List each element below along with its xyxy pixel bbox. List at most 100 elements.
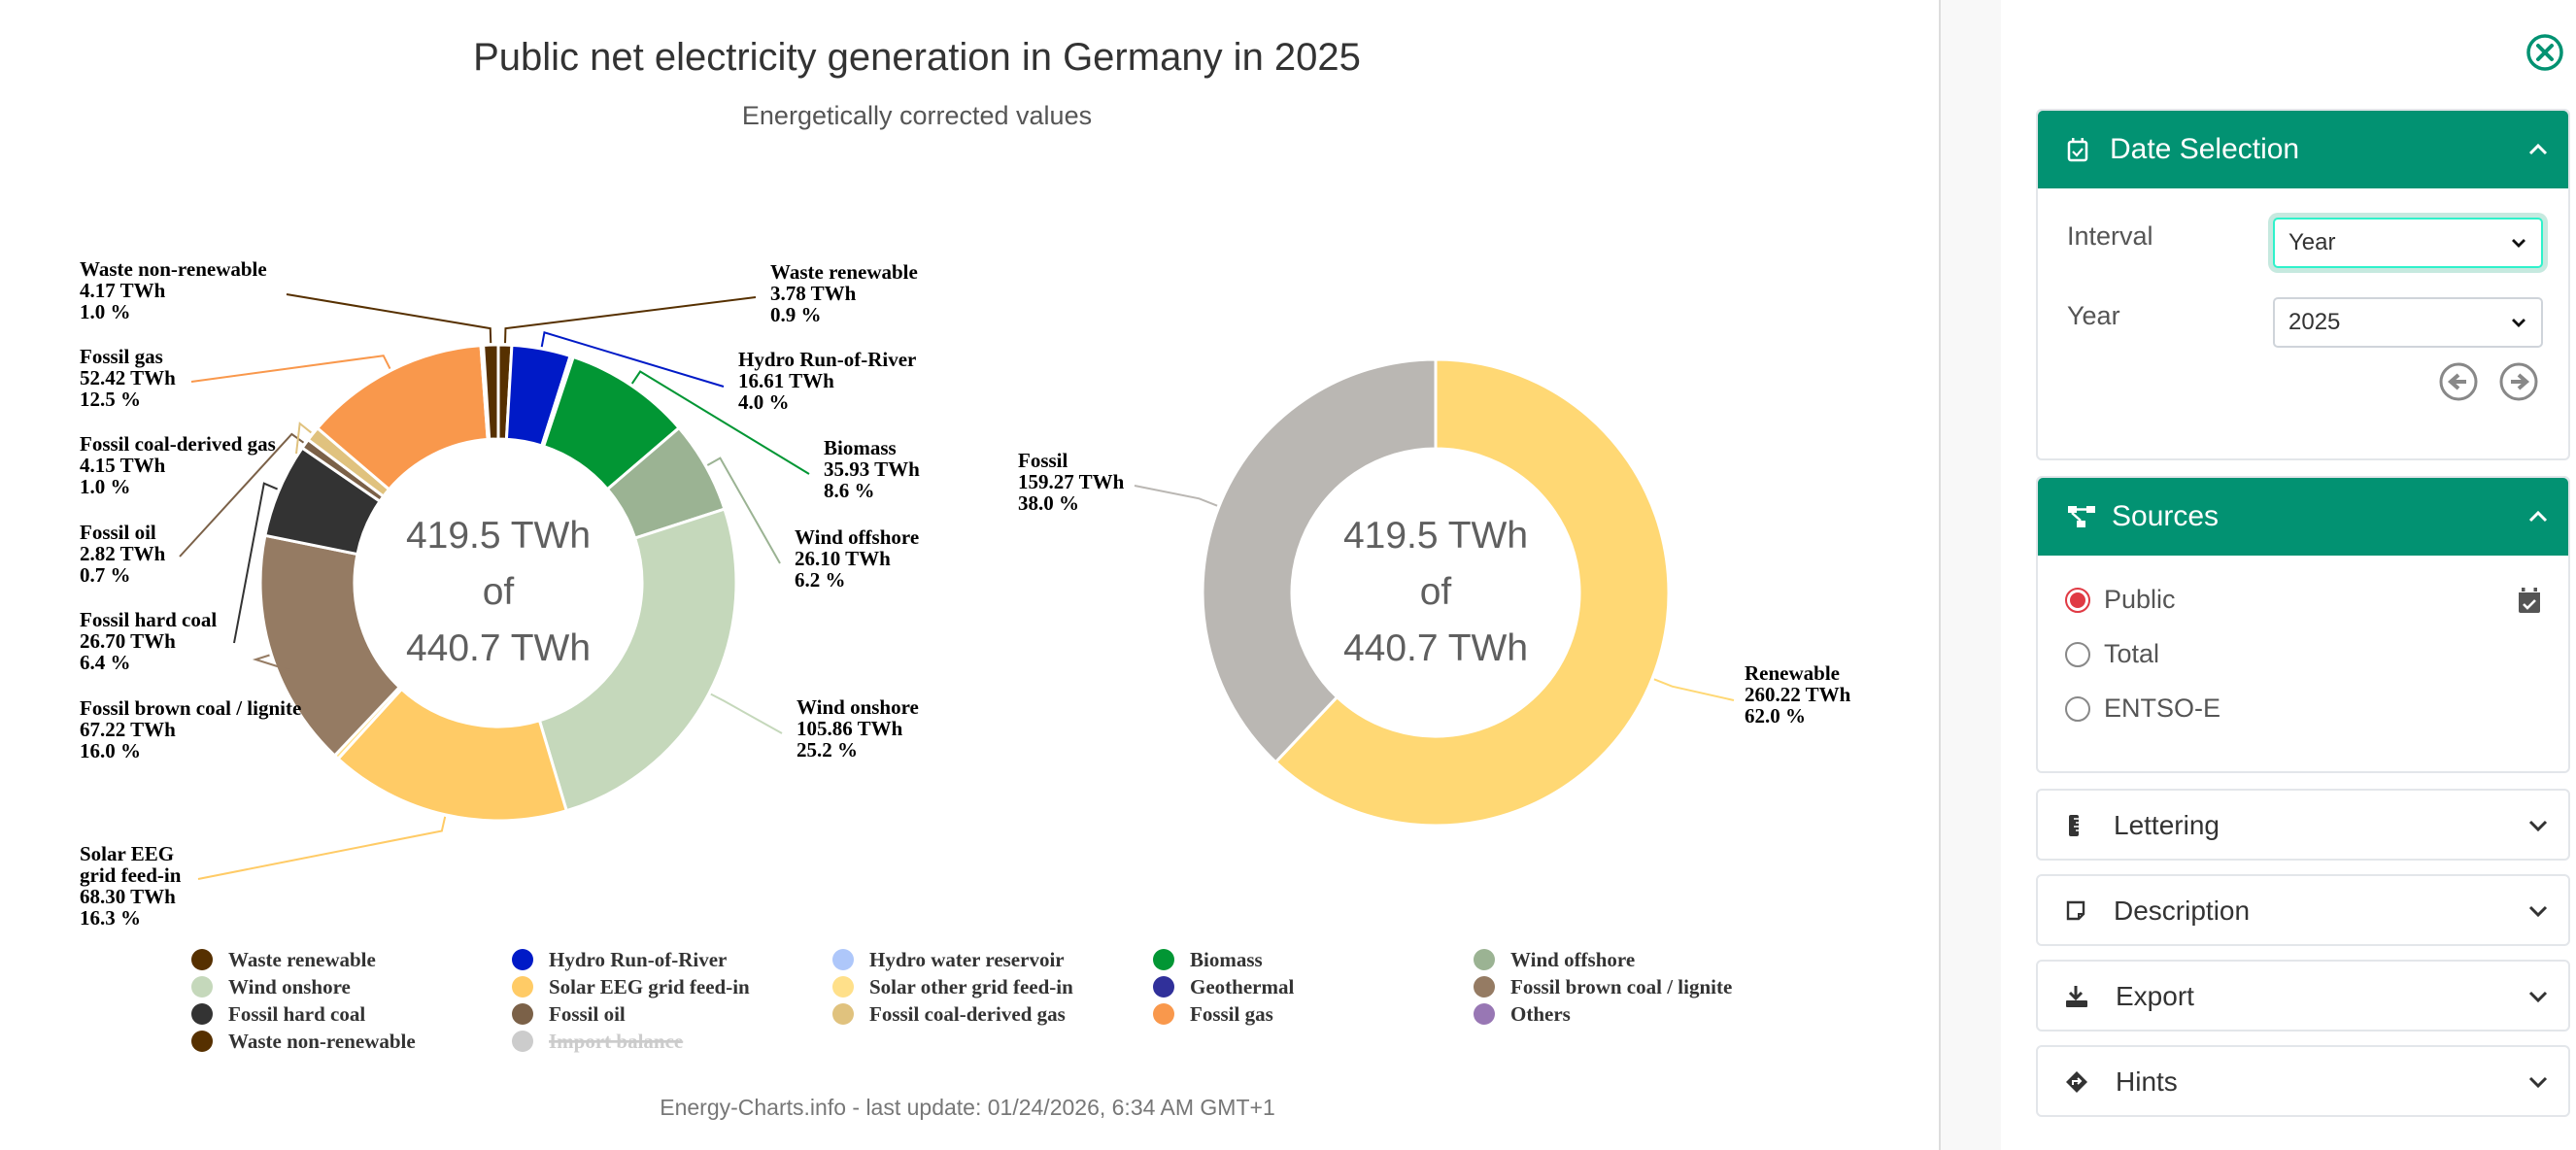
- legend-item-hydro-run-of-river[interactable]: Hydro Run-of-River: [512, 948, 727, 971]
- legend-label: Geothermal: [1190, 975, 1294, 998]
- lettering-header[interactable]: Lettering: [2038, 791, 2568, 861]
- chart-subtitle: Energetically corrected values: [742, 101, 1092, 130]
- radio-entso-e[interactable]: [2065, 695, 2090, 722]
- hints-header[interactable]: Hints: [2038, 1047, 2568, 1117]
- label-name: Wind offshore: [795, 525, 919, 549]
- legend-item-fossil-coal-derived-gas[interactable]: Fossil coal-derived gas: [832, 1002, 1066, 1026]
- chevron-up-icon[interactable]: [2527, 510, 2549, 524]
- slice-fossil-brown-coal-lignite[interactable]: [258, 533, 401, 758]
- legend-label: Hydro Run-of-River: [549, 948, 727, 971]
- chevron-down-icon: [2528, 991, 2548, 1003]
- label-value: 26.10 TWh: [795, 547, 891, 570]
- radio-total[interactable]: [2065, 641, 2090, 667]
- footer-update-text: Energy-Charts.info - last update: 01/24/…: [660, 1095, 1275, 1120]
- source-option-entso-e[interactable]: ENTSO-E: [2065, 693, 2220, 724]
- legend-item-waste-renewable[interactable]: Waste renewable: [191, 948, 376, 971]
- chevron-down-icon: [2528, 1076, 2548, 1089]
- legend-swatch: [832, 1003, 854, 1025]
- label-name: Biomass: [824, 436, 897, 459]
- description-title: Description: [2114, 896, 2251, 926]
- legend-label: Wind offshore: [1510, 948, 1635, 971]
- slice-wind-onshore[interactable]: [537, 507, 738, 813]
- label-percent: 0.9 %: [770, 303, 822, 326]
- legend-item-solar-eeg-grid-feed-in[interactable]: Solar EEG grid feed-in: [512, 975, 750, 998]
- legend-swatch: [512, 976, 533, 998]
- export-panel[interactable]: Export: [2036, 960, 2570, 1032]
- lettering-panel[interactable]: Lettering: [2036, 789, 2570, 861]
- connector-fossil-brown-coal-lignite: [252, 654, 290, 671]
- date-selection-header[interactable]: Date Selection: [2038, 111, 2568, 188]
- legend-item-others[interactable]: Others: [1474, 1002, 1571, 1026]
- generation-donut: [258, 343, 738, 823]
- legend-label: Fossil oil: [549, 1002, 626, 1026]
- legend-item-hydro-water-reservoir[interactable]: Hydro water reservoir: [832, 948, 1065, 971]
- radio-public[interactable]: [2065, 587, 2090, 613]
- close-sidebar-button[interactable]: [2525, 33, 2564, 72]
- export-header[interactable]: Export: [2038, 962, 2568, 1032]
- directions-icon: [2066, 1071, 2087, 1093]
- legend-swatch: [191, 976, 213, 998]
- legend-item-fossil-oil[interactable]: Fossil oil: [512, 1002, 626, 1026]
- calendar-check-icon[interactable]: [2518, 587, 2541, 614]
- label-value: 68.30 TWh: [80, 885, 176, 908]
- legend-item-solar-other-grid-feed-in[interactable]: Solar other grid feed-in: [832, 975, 1073, 998]
- hints-panel[interactable]: Hints: [2036, 1045, 2570, 1117]
- legend-item-wind-offshore[interactable]: Wind offshore: [1474, 948, 1635, 971]
- legend-item-geothermal[interactable]: Geothermal: [1153, 975, 1294, 998]
- legend-item-import-balance[interactable]: Import balance: [512, 1030, 683, 1053]
- connector-fossil-coal-derived-gas: [295, 422, 312, 455]
- download-icon: [2066, 986, 2087, 1007]
- connector-fossil: [1134, 485, 1218, 507]
- interval-select-value: Year: [2288, 229, 2336, 255]
- slice-waste-non-renewable[interactable]: [482, 343, 500, 441]
- chart-legend: Waste renewable Hydro Run-of-River Hydro w…: [191, 948, 1732, 1053]
- label-value: 260.22 TWh: [1745, 683, 1851, 706]
- legend-label: Hydro water reservoir: [869, 948, 1065, 971]
- source-option-total[interactable]: Total: [2065, 639, 2159, 669]
- panel-divider-gutter[interactable]: [1939, 0, 2003, 1150]
- lettering-title: Lettering: [2114, 810, 2220, 840]
- note-icon: [2066, 900, 2085, 921]
- label-name: grid feed-in: [80, 863, 182, 887]
- previous-year-button[interactable]: [2438, 361, 2479, 402]
- legend-swatch: [512, 1003, 533, 1025]
- center2-total-value: 419.5 TWh: [1343, 515, 1528, 557]
- interval-select[interactable]: Year: [2273, 218, 2543, 268]
- label-name: Fossil oil: [80, 521, 156, 544]
- legend-swatch: [1153, 1003, 1174, 1025]
- description-header[interactable]: Description: [2038, 876, 2568, 946]
- year-select[interactable]: 2025: [2273, 297, 2543, 348]
- legend-item-wind-onshore[interactable]: Wind onshore: [191, 975, 351, 998]
- legend-label: Fossil gas: [1190, 1002, 1273, 1026]
- legend-swatch: [1474, 976, 1495, 998]
- sources-header[interactable]: Sources: [2038, 478, 2568, 556]
- chevron-up-icon[interactable]: [2527, 143, 2549, 156]
- legend-item-waste-non-renewable[interactable]: Waste non-renewable: [191, 1030, 416, 1053]
- description-panel[interactable]: Description: [2036, 874, 2570, 946]
- legend-swatch: [1153, 976, 1174, 998]
- legend-item-biomass[interactable]: Biomass: [1153, 948, 1263, 971]
- slice-renewable[interactable]: [1273, 357, 1671, 828]
- chevron-down-icon: [2528, 820, 2548, 832]
- legend-label: Biomass: [1190, 948, 1263, 971]
- legend-item-fossil-gas[interactable]: Fossil gas: [1153, 1002, 1273, 1026]
- label-percent: 38.0 %: [1018, 491, 1079, 515]
- legend-label: Solar EEG grid feed-in: [549, 975, 750, 998]
- connector-fossil-gas: [190, 355, 391, 383]
- chevron-down-icon: [2512, 239, 2525, 248]
- label-percent: 6.4 %: [80, 651, 131, 674]
- generation-center-text: 419.5 TWh of 440.7 TWh: [406, 515, 591, 669]
- label-value: 67.22 TWh: [80, 718, 176, 741]
- source-option-public[interactable]: Public: [2065, 585, 2176, 615]
- next-year-button[interactable]: [2498, 361, 2539, 402]
- slice-fossil[interactable]: [1201, 357, 1438, 764]
- connector-waste-renewable: [504, 296, 757, 344]
- legend-item-fossil-hard-coal[interactable]: Fossil hard coal: [191, 1002, 365, 1026]
- label-value: 2.82 TWh: [80, 542, 166, 565]
- legend-item-fossil-brown-coal-lignite[interactable]: Fossil brown coal / lignite: [1474, 975, 1732, 998]
